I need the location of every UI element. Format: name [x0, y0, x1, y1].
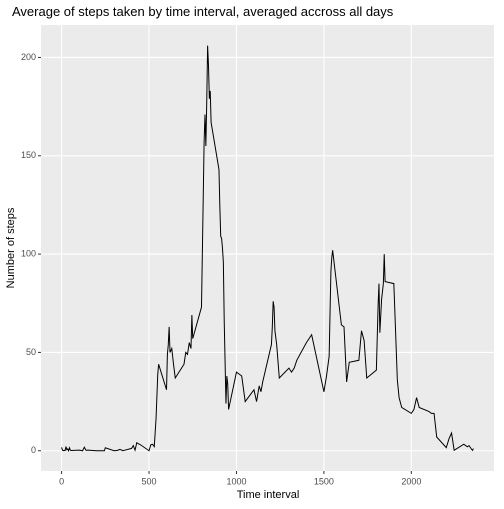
plot-panel	[41, 25, 494, 471]
y-tick-label: 150	[21, 150, 36, 160]
x-tick-label: 1000	[226, 476, 246, 486]
y-tick-label: 0	[31, 445, 36, 455]
chart-title: Average of steps taken by time interval,…	[12, 4, 394, 19]
y-tick-label: 100	[21, 248, 36, 258]
data-line	[61, 45, 474, 453]
x-tick-label: 1500	[314, 476, 334, 486]
y-tick-label: 50	[26, 347, 36, 357]
x-tick-label: 0	[59, 476, 64, 486]
x-tick-label: 500	[142, 476, 157, 486]
x-tick-label: 2000	[401, 476, 421, 486]
y-axis-title: Number of steps	[5, 207, 17, 288]
x-axis-title: Time interval	[237, 489, 300, 501]
y-tick-label: 200	[21, 52, 36, 62]
